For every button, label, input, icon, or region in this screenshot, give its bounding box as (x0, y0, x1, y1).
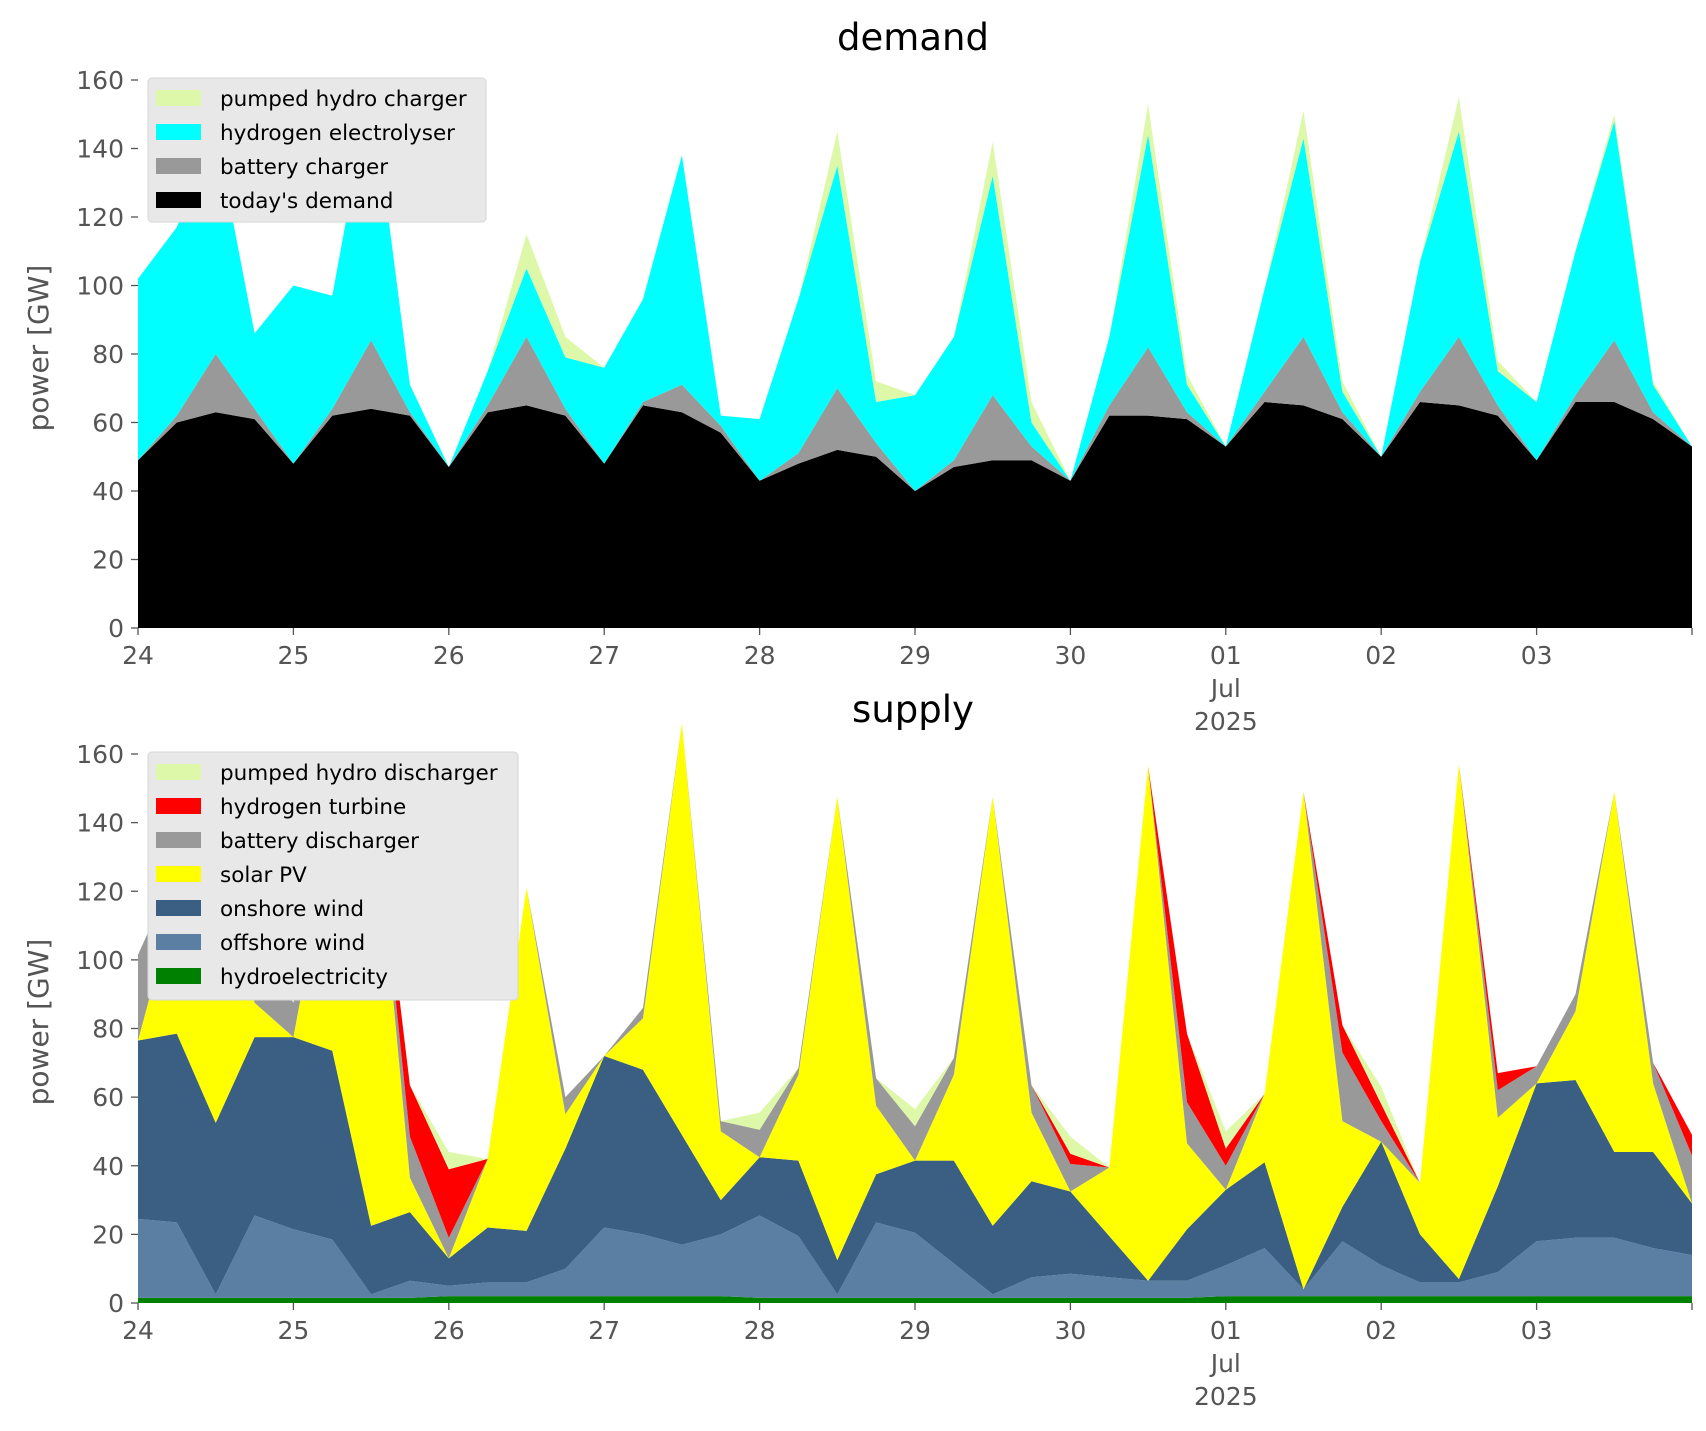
x-tick-label: 29 (899, 641, 931, 670)
y-tick-label: 60 (92, 409, 124, 438)
x-tick-label: 02 (1365, 1316, 1397, 1345)
x-tick-label: 24 (122, 641, 154, 670)
legend-entry-onshore-wind: onshore wind (156, 897, 364, 922)
x-tick-label: 03 (1521, 641, 1553, 670)
demand-legend: pumped hydro charger hydrogen electrolyse… (147, 77, 487, 223)
demand-areas (138, 83, 1692, 628)
y-tick-label: 0 (108, 614, 124, 643)
x-tick-label: 02 (1365, 641, 1397, 670)
demand-y-axis-label: power [GW] (22, 265, 55, 432)
legend-label: hydrogen electrolyser (220, 121, 455, 146)
legend-swatch (156, 968, 201, 984)
x-tick-label: 30 (1054, 1316, 1086, 1345)
legend-entry-hydrogen-turbine: hydrogen turbine (156, 795, 406, 820)
legend-entry-solar-pv: solar PV (156, 863, 307, 888)
y-tick-label: 20 (92, 1220, 124, 1249)
x-tick-label: 03 (1521, 1316, 1553, 1345)
legend-label: battery charger (220, 155, 388, 180)
y-tick-label: 160 (76, 66, 124, 95)
y-tick-label: 0 (108, 1289, 124, 1318)
legend-label: pumped hydro charger (220, 87, 467, 112)
supply-legend: pumped hydro discharger hydrogen turbine b… (147, 751, 519, 1001)
legend-swatch (156, 192, 201, 208)
x-tick-label: 01 (1210, 1316, 1242, 1345)
legend-entry-battery-discharger: battery discharger (156, 829, 419, 854)
legend-label: onshore wind (220, 897, 364, 922)
legend-swatch (156, 90, 201, 106)
x-tick-label: 28 (744, 1316, 776, 1345)
legend-label: battery discharger (220, 829, 419, 854)
x-tick-label: 26 (433, 1316, 465, 1345)
x-tick-label: 30 (1054, 641, 1086, 670)
legend-label: hydrogen turbine (220, 795, 406, 820)
area-offshore-wind (138, 1215, 1692, 1298)
x-tick-label: 29 (899, 1316, 931, 1345)
y-tick-label: 100 (76, 946, 124, 975)
legend-entry-hydrogen-electrolyser: hydrogen electrolyser (156, 121, 455, 146)
legend-swatch (156, 158, 201, 174)
area-solar-pv (138, 723, 1692, 1290)
legend-swatch (156, 900, 201, 916)
supply-y-axis-label: power [GW] (22, 939, 55, 1106)
y-tick-label: 140 (76, 135, 124, 164)
legend-label: pumped hydro discharger (220, 761, 498, 786)
legend-label: offshore wind (220, 931, 365, 956)
legend-swatch (156, 124, 201, 140)
area-battery-charger (138, 336, 1692, 491)
legend-entry-pumped-hydro-charger: pumped hydro charger (156, 87, 467, 112)
x-tick-label: 24 (122, 1316, 154, 1345)
x-tick-label: 25 (277, 641, 309, 670)
x-tick-label: 28 (744, 641, 776, 670)
y-tick-label: 40 (92, 477, 124, 506)
area-onshore-wind (138, 1033, 1692, 1295)
y-tick-label: 40 (92, 1152, 124, 1181)
legend-box (147, 77, 487, 223)
legend-entry-pumped-hydro-discharger: pumped hydro discharger (156, 761, 498, 786)
y-tick-label: 80 (92, 340, 124, 369)
legend-swatch (156, 934, 201, 950)
y-tick-label: 60 (92, 1083, 124, 1112)
demand-panel: demand power [GW] 0204060801001201401602… (22, 16, 1693, 736)
legend-entry-offshore-wind: offshore wind (156, 931, 365, 956)
legend-entry-hydroelectricity: hydroelectricity (156, 965, 388, 990)
legend-entry-today-s-demand: today's demand (156, 189, 393, 214)
supply-areas (138, 723, 1692, 1303)
legend-swatch (156, 866, 201, 882)
y-tick-label: 120 (76, 203, 124, 232)
x-tick-label: 25 (277, 1316, 309, 1345)
legend-swatch (156, 832, 201, 848)
area-hydrogen-electrolyser (138, 83, 1692, 492)
legend-swatch (156, 798, 201, 814)
x-tick-label: 27 (588, 1316, 620, 1345)
x-tick-month-label: Jul (1209, 1349, 1241, 1378)
y-tick-label: 120 (76, 877, 124, 906)
demand-title: demand (837, 16, 989, 59)
legend-label: today's demand (220, 189, 393, 214)
x-tick-label: 27 (588, 641, 620, 670)
y-tick-label: 160 (76, 740, 124, 769)
x-tick-label: 01 (1210, 641, 1242, 670)
legend-box (147, 751, 519, 1001)
x-tick-month-label: Jul (1209, 674, 1241, 703)
y-tick-label: 20 (92, 546, 124, 575)
legend-label: hydroelectricity (220, 965, 388, 990)
area-battery-discharger (138, 723, 1692, 1259)
legend-swatch (156, 764, 201, 780)
y-tick-label: 100 (76, 272, 124, 301)
legend-label: solar PV (220, 863, 307, 888)
y-tick-label: 140 (76, 809, 124, 838)
y-tick-label: 80 (92, 1015, 124, 1044)
x-tick-year-label: 2025 (1194, 707, 1258, 736)
area-today-s-demand (138, 402, 1692, 628)
x-tick-label: 26 (433, 641, 465, 670)
legend-entry-battery-charger: battery charger (156, 155, 388, 180)
supply-panel: supply power [GW] 0204060801001201401602… (22, 688, 1693, 1411)
area-hydroelectricity (138, 1296, 1692, 1303)
supply-title: supply (852, 688, 974, 731)
x-tick-year-label: 2025 (1194, 1382, 1258, 1411)
